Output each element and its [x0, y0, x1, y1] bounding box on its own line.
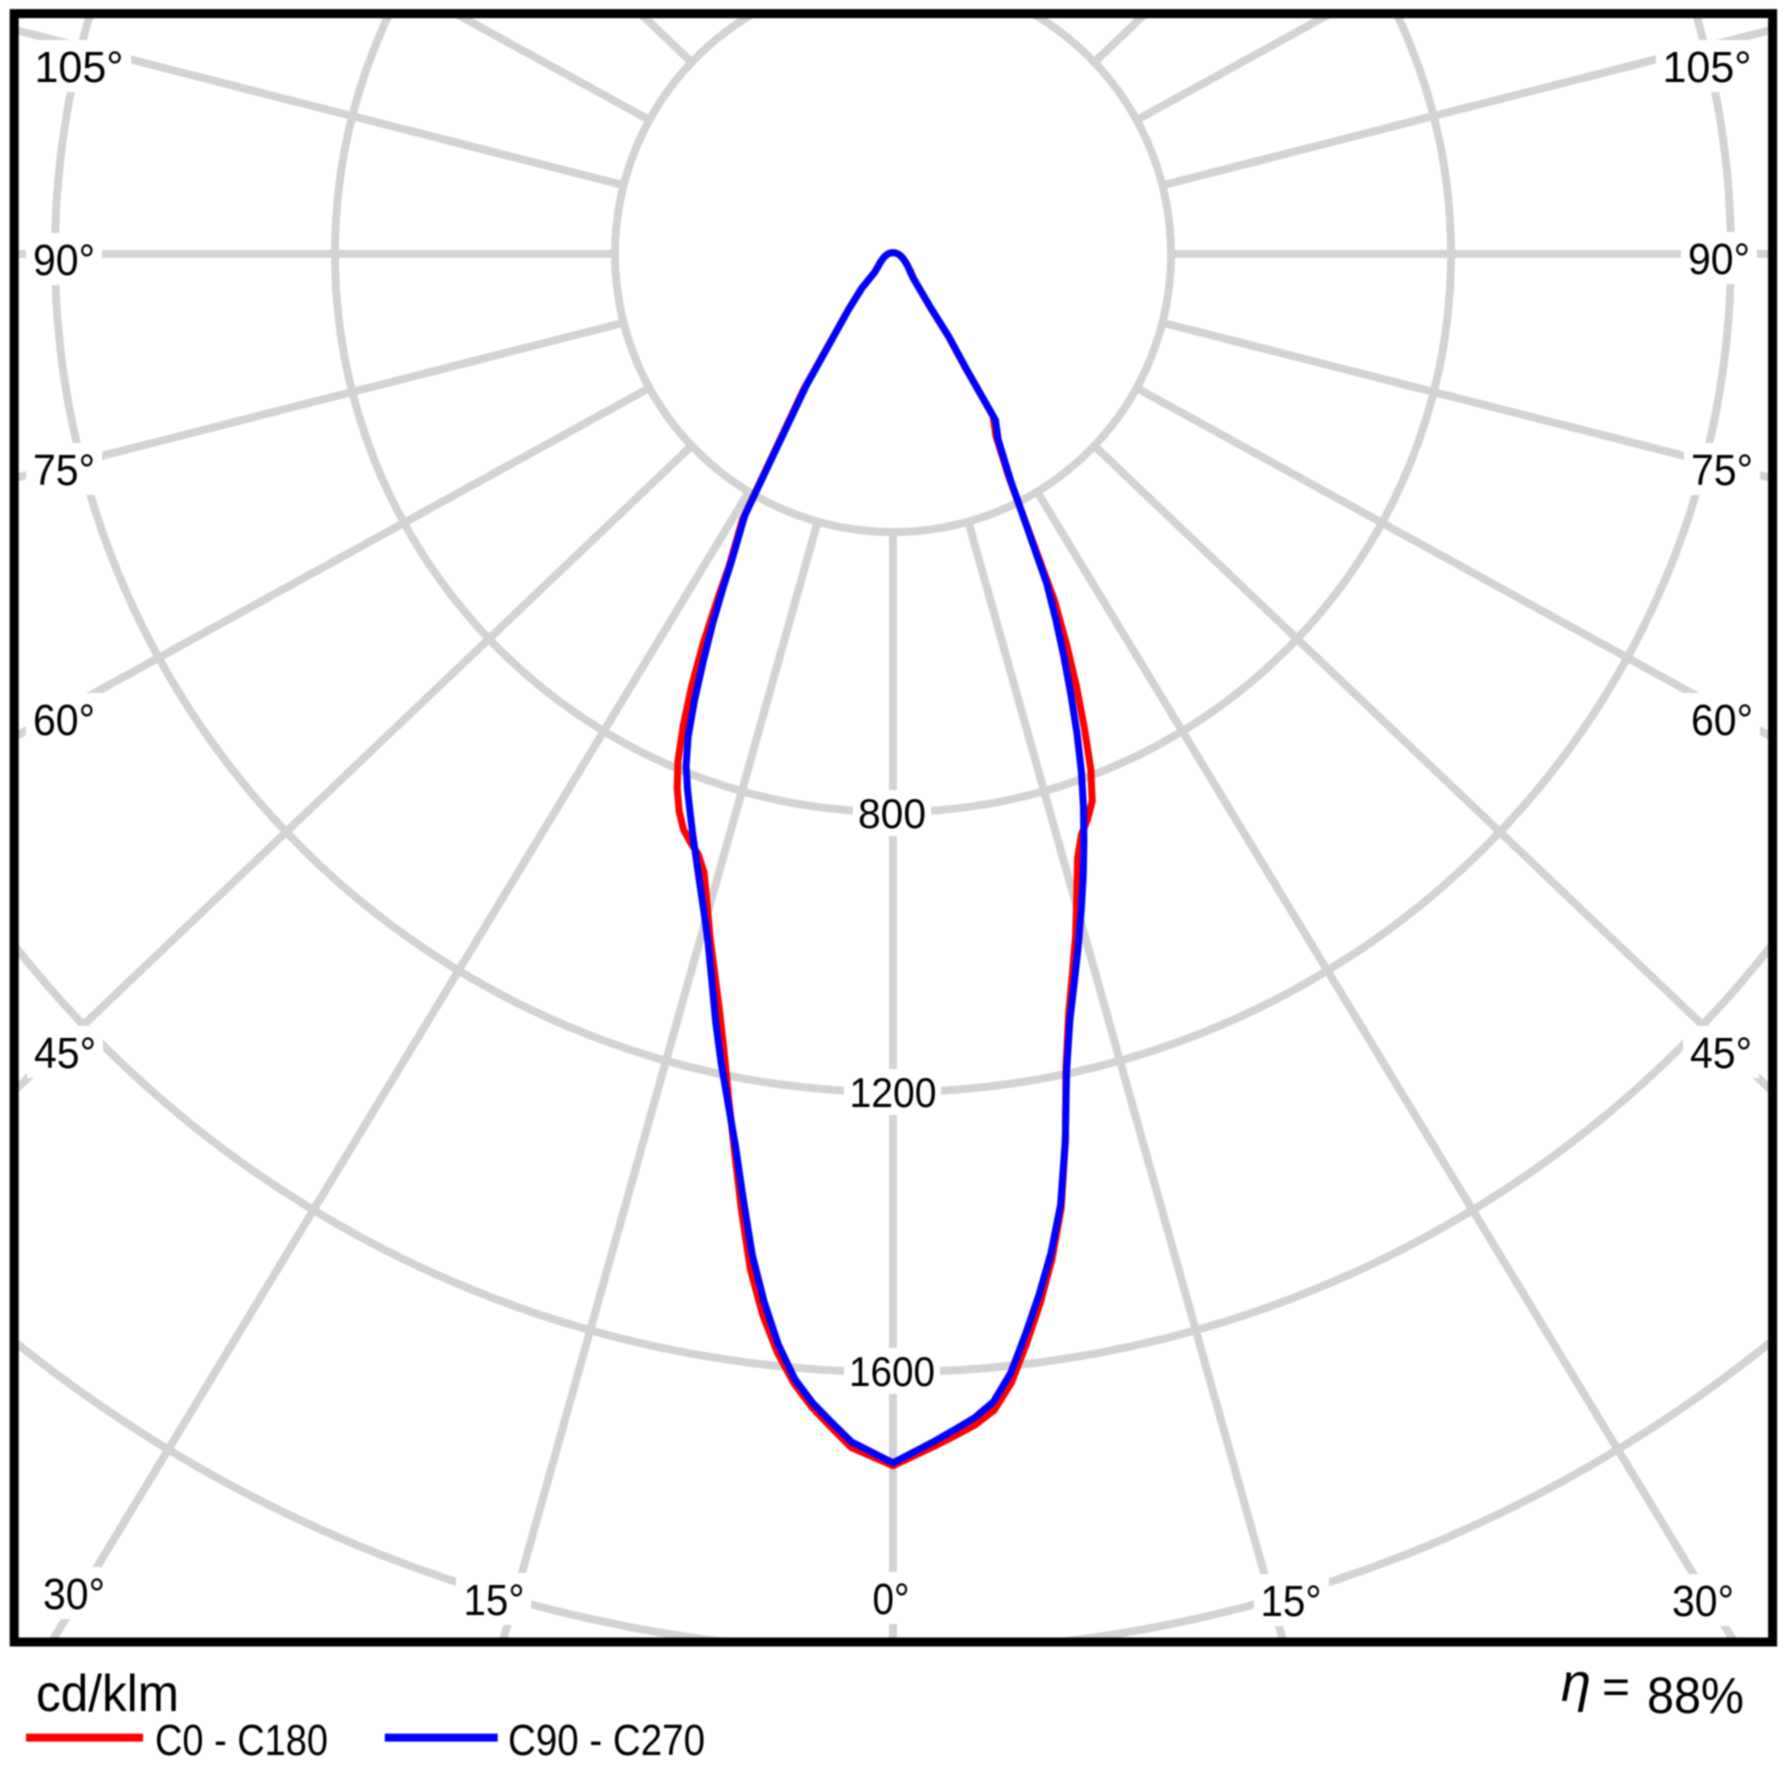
svg-text:75°: 75° [33, 446, 95, 495]
svg-text:45°: 45° [1690, 1029, 1752, 1078]
svg-text:800: 800 [858, 790, 926, 837]
svg-text:30°: 30° [1672, 1577, 1734, 1626]
svg-text:105°: 105° [1663, 43, 1752, 92]
svg-text:1600: 1600 [849, 1348, 935, 1395]
svg-text:1200: 1200 [850, 1069, 937, 1116]
svg-text:η: η [1561, 1653, 1591, 1713]
svg-text:15°: 15° [1261, 1577, 1322, 1626]
svg-text:15°: 15° [464, 1576, 525, 1625]
svg-text:30°: 30° [43, 1570, 105, 1619]
svg-text:0°: 0° [873, 1575, 910, 1624]
svg-text:60°: 60° [33, 696, 95, 745]
svg-text:90°: 90° [1688, 235, 1750, 284]
svg-text:cd/klm: cd/klm [36, 1665, 179, 1723]
svg-text:=: = [1602, 1661, 1630, 1714]
svg-text:88%: 88% [1647, 1667, 1744, 1724]
svg-text:C90 - C270: C90 - C270 [508, 1716, 705, 1765]
svg-text:90°: 90° [33, 236, 95, 285]
svg-text:C0 - C180: C0 - C180 [155, 1716, 328, 1765]
svg-text:105°: 105° [35, 43, 124, 92]
svg-text:60°: 60° [1691, 696, 1753, 745]
svg-text:45°: 45° [34, 1029, 96, 1078]
svg-text:75°: 75° [1691, 446, 1753, 495]
